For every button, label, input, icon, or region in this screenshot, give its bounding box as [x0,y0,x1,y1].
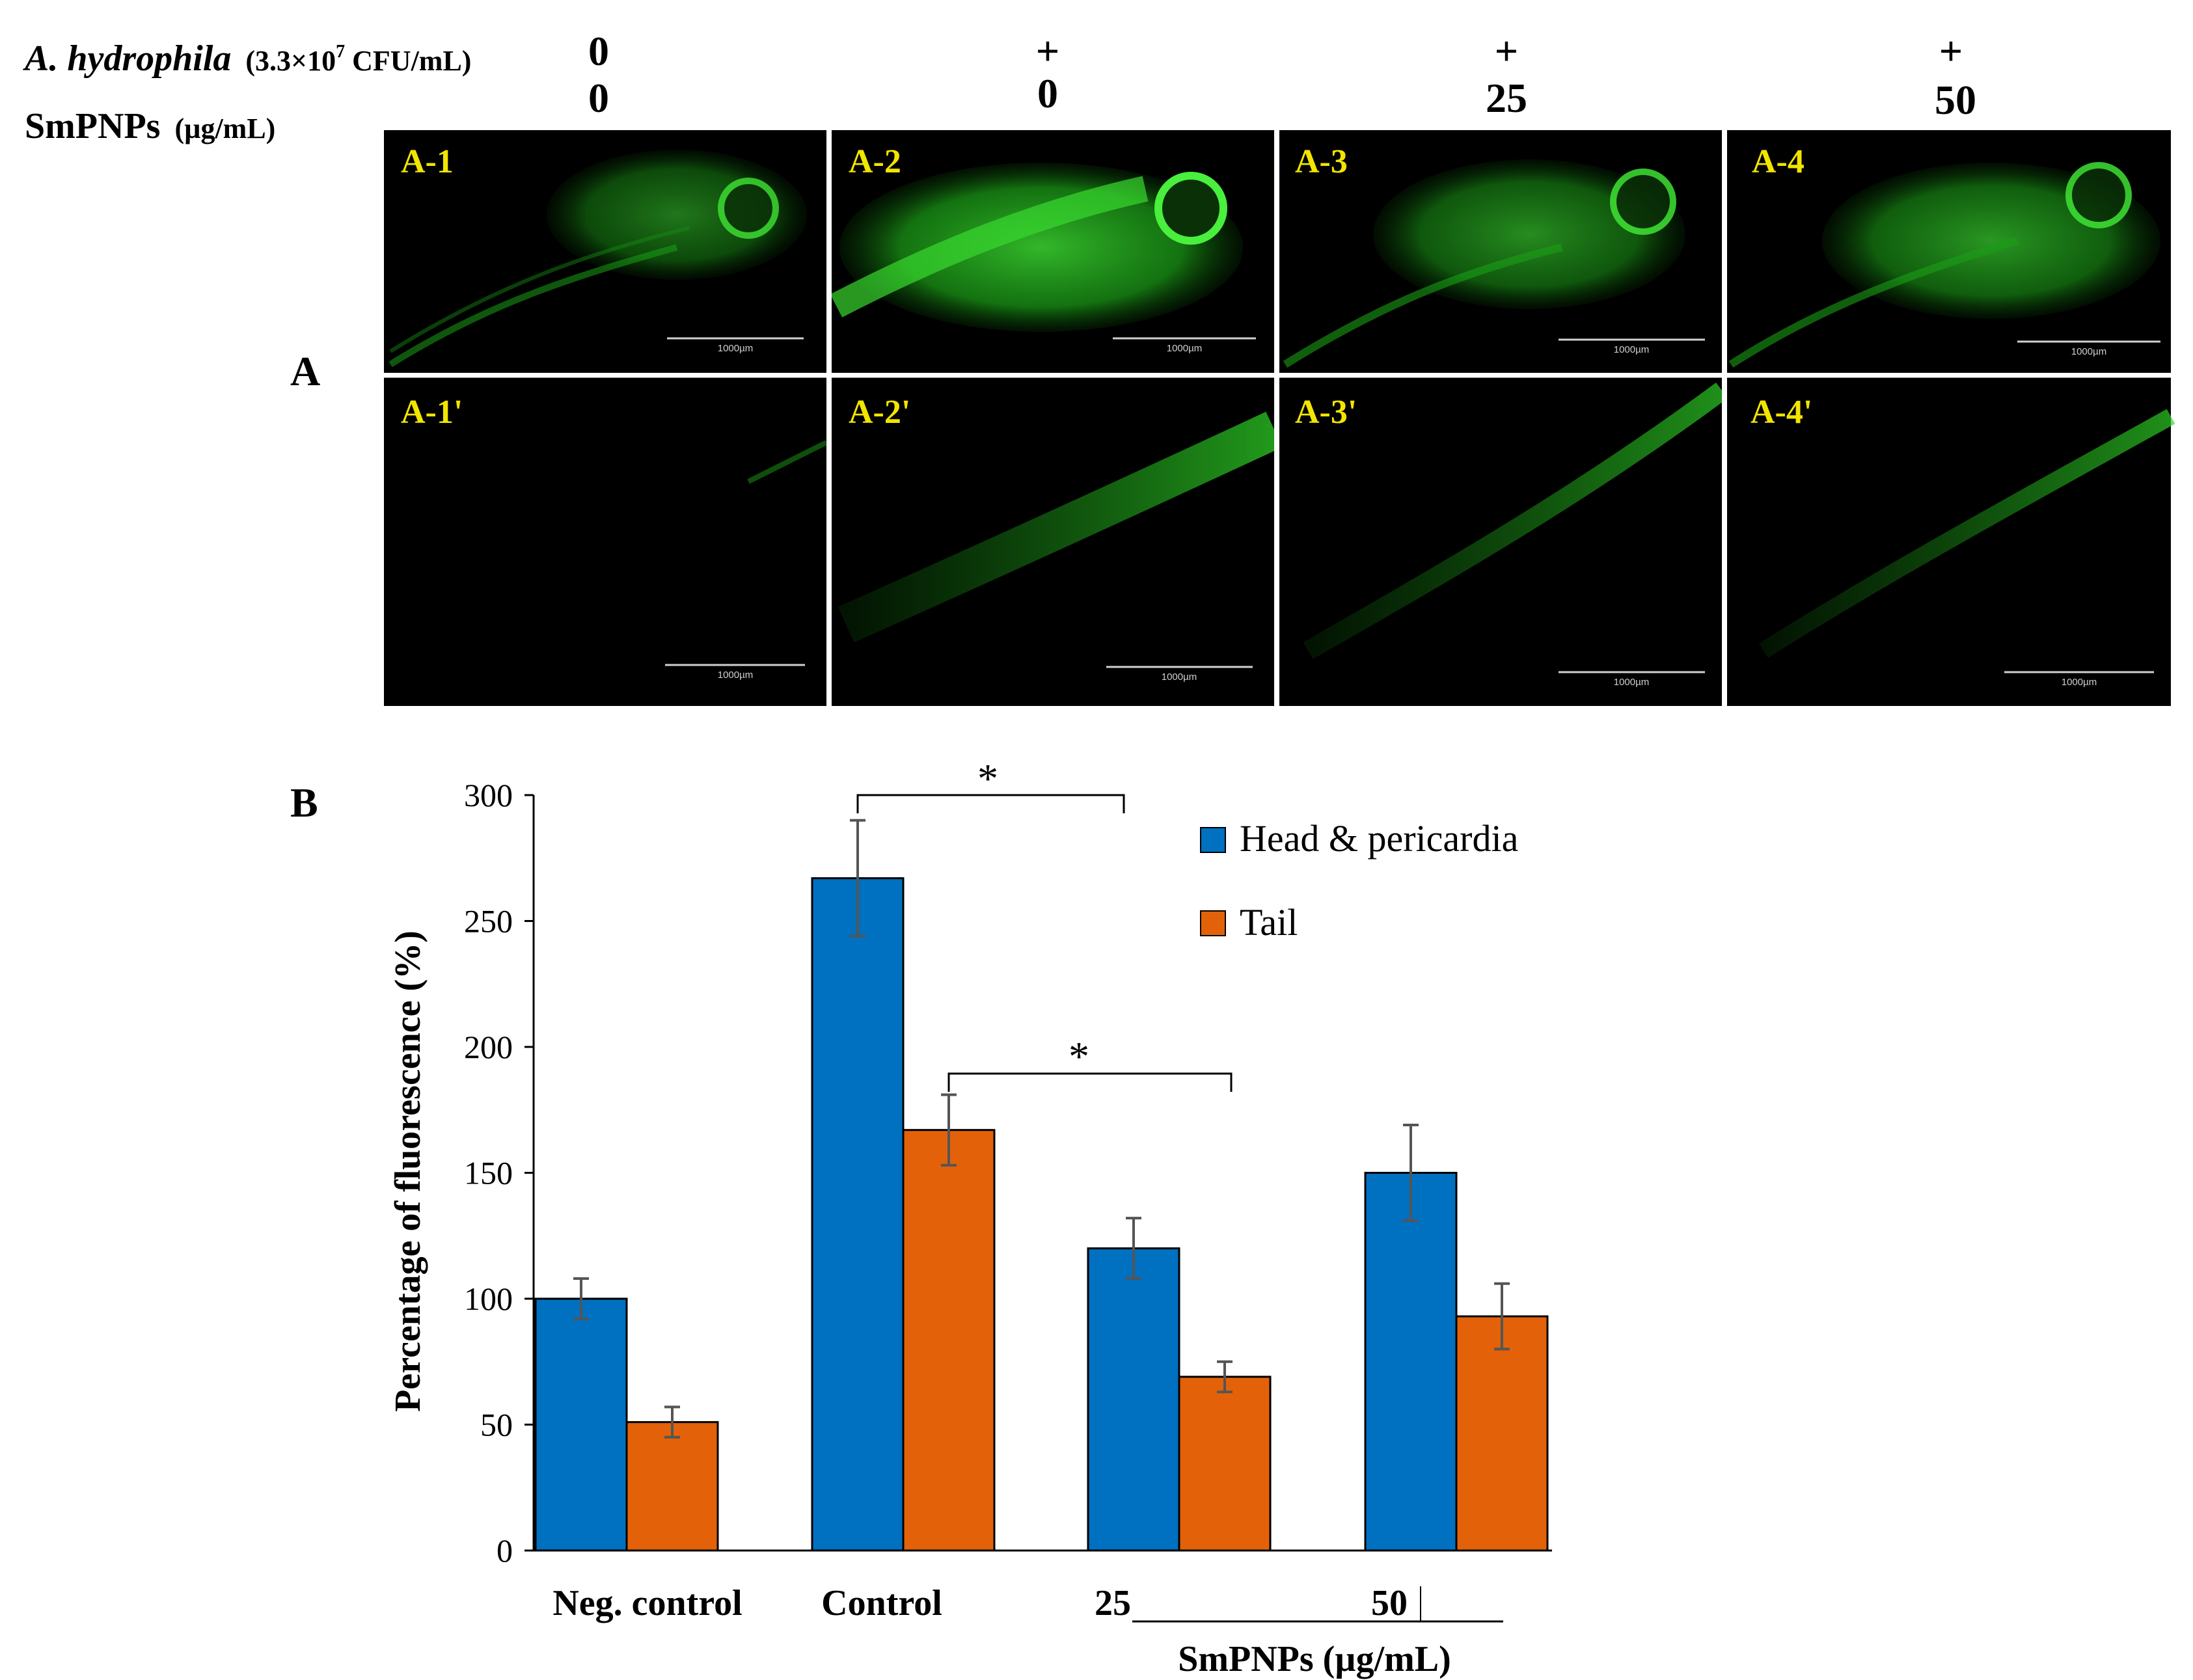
bar-head-3 [1364,1172,1458,1552]
y-tick-label: 50 [480,1407,513,1443]
bar-head-0 [534,1297,628,1552]
col1-bacteria: 0 [588,28,609,74]
col3-dose: 25 [1486,75,1527,121]
y-tick-label: 0 [497,1532,513,1569]
scale-bar-a2-prime: 1000µm [1162,671,1197,683]
col4-bacteria: + [1939,28,1963,74]
micrograph-a1-prime: 1000µm A-1' [384,377,828,706]
label-a1: A-1 [401,143,454,180]
bar-tail-3 [1455,1315,1549,1552]
legend-label-tail: Tail [1240,901,1298,943]
group-axis-label: SmPNPs (µg/mL) [1178,1639,1451,1679]
y-tick-label: 300 [464,777,513,813]
bar-tail-0 [625,1421,719,1552]
panel-a-label: A [290,348,320,394]
label-a2: A-2 [849,143,901,180]
scale-bar-a2: 1000µm [1167,343,1203,354]
y-tick-label: 150 [464,1155,513,1191]
bar-head-1 [811,877,905,1552]
bar-tail-1 [902,1129,996,1552]
y-axis-title: Percentage of fluorescence (%) [388,930,428,1412]
col2-dose: 0 [1037,70,1058,116]
x-category-label: 50 [1371,1583,1408,1623]
col1-dose: 0 [588,75,609,121]
micrograph-a1: 1000µm A-1 [384,130,826,373]
label-a1-prime: A-1' [401,394,463,431]
panel-b-label: B [290,779,318,826]
x-category-label: 25 [1095,1583,1131,1623]
significance-bracket [856,794,1125,813]
col4-dose: 50 [1935,77,1976,123]
label-a4: A-4 [1752,143,1805,180]
scale-bar-a1-prime: 1000µm [718,670,754,681]
y-tick-label: 250 [464,903,513,940]
bar-head-2 [1087,1247,1180,1552]
x-category-label: Neg. control [552,1583,742,1623]
col3-bacteria: + [1495,28,1518,74]
significance-bracket [947,1072,1233,1092]
significance-star: * [977,755,998,802]
x-category-label: Control [821,1583,942,1623]
micrograph-a2: 1000µm A-2 [830,130,1274,373]
scale-bar-a3-prime: 1000µm [1614,677,1650,688]
micrograph-a3-prime: 1000µm A-3' [1279,377,1728,706]
scale-bar-a1: 1000µm [718,343,754,354]
legend-swatch-tail [1200,910,1226,936]
micrograph-a2-prime: 1000µm A-2' [832,377,1283,706]
col2-bacteria: + [1036,28,1059,74]
dose-row-label: SmPNPs (µg/mL) [25,106,275,146]
scale-bar-a4-prime: 1000µm [2062,677,2097,688]
label-a3-prime: A-3' [1295,394,1357,431]
micrograph-a4: 1000µm A-4 [1727,130,2171,373]
label-a4-prime: A-4' [1750,394,1812,431]
significance-star: * [1069,1033,1089,1079]
legend-label-head: Head & pericardia [1240,817,1518,860]
micrograph-a4-prime: 1000µm A-4' [1727,377,2175,706]
micrograph-grid: 1000µm A-1 1000µm A-2 1000µm A-3 [384,130,2175,706]
scale-bar-a3: 1000µm [1614,344,1650,355]
legend: Head & pericardia Tail [1200,817,1518,943]
scale-bar-a4: 1000µm [2071,346,2107,357]
micrograph-a3: 1000µm A-3 [1279,130,1722,373]
label-a2-prime: A-2' [849,394,910,431]
y-tick-label: 100 [464,1280,513,1317]
y-tick-label: 200 [464,1029,513,1065]
bar-tail-2 [1178,1375,1272,1552]
legend-swatch-head [1200,827,1226,853]
bacteria-row-label: A. hydrophila (3.3×107 CFU/mL) [23,38,471,79]
label-a3: A-3 [1295,143,1348,180]
bar-chart: 0 50 100 150 200 250 300 Neg. control Control 25… [388,755,1552,1679]
